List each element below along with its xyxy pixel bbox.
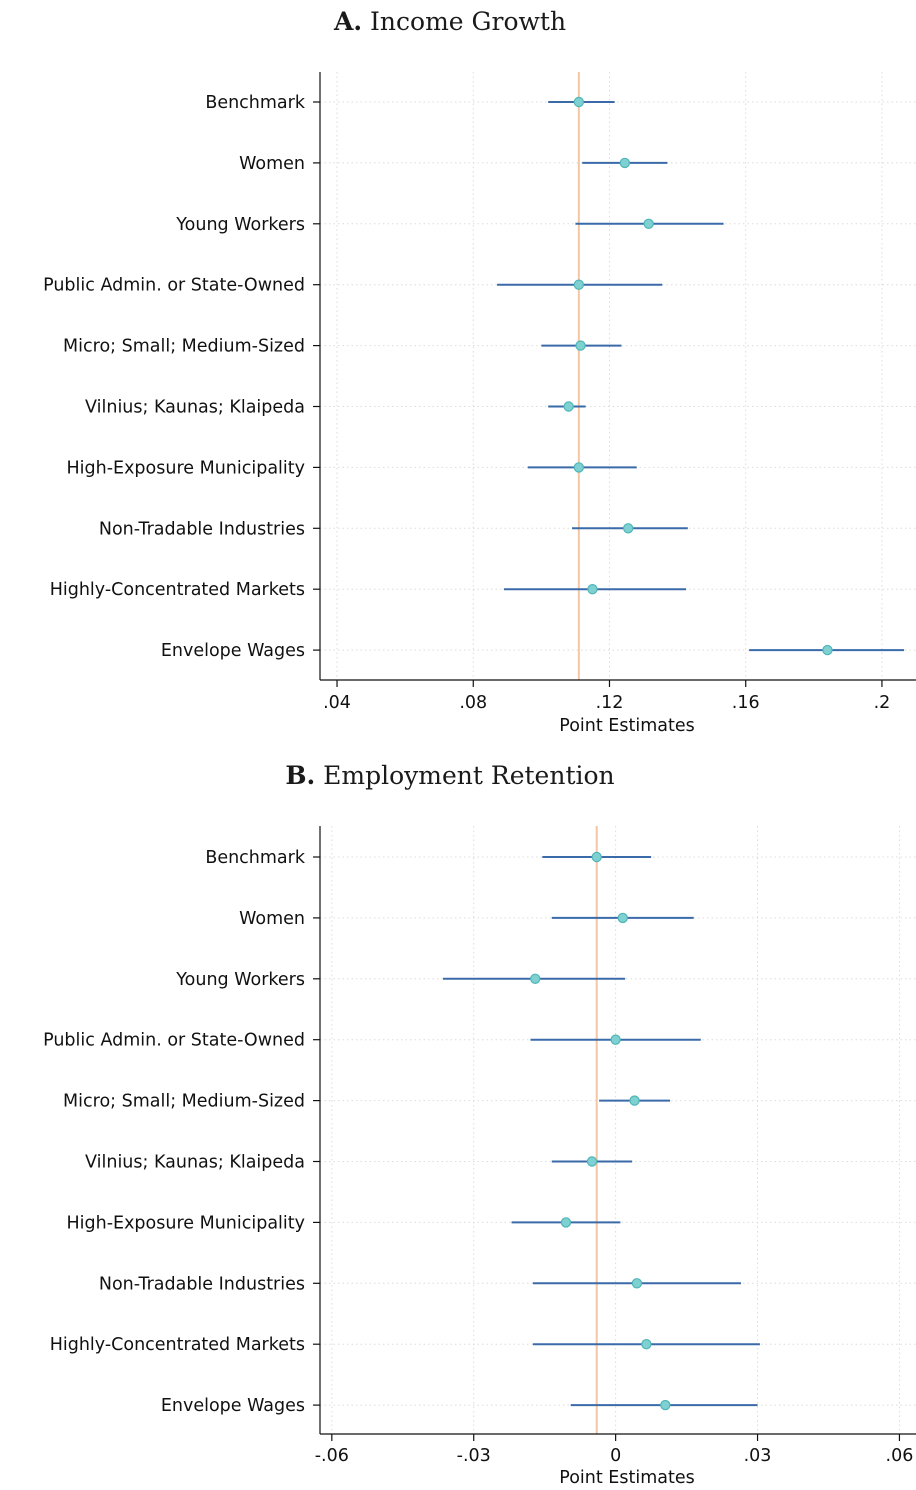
panel-title: Employment Retention bbox=[323, 761, 614, 790]
x-tick-label: 0 bbox=[610, 1446, 621, 1466]
point-estimate bbox=[822, 644, 833, 656]
category-label: Micro; Small; Medium-Sized bbox=[63, 337, 305, 357]
point-estimate bbox=[563, 401, 574, 412]
point-estimate bbox=[643, 218, 654, 229]
panel-title: Income Growth bbox=[370, 7, 566, 36]
x-tick-label: .08 bbox=[459, 693, 487, 713]
x-tick-label: .06 bbox=[886, 1446, 914, 1466]
point-estimate bbox=[619, 157, 631, 169]
category-label: Non-Tradable Industries bbox=[99, 519, 305, 539]
x-tick-label: .12 bbox=[596, 693, 624, 713]
x-tick-label: .2 bbox=[874, 693, 891, 713]
point-estimate bbox=[629, 1095, 640, 1106]
point-estimate bbox=[610, 1034, 621, 1045]
point-estimate bbox=[575, 340, 586, 351]
category-label: Micro; Small; Medium-Sized bbox=[63, 1092, 305, 1112]
panel-letter: A. bbox=[333, 7, 362, 36]
point-estimate bbox=[573, 279, 585, 290]
category-label: Women bbox=[239, 154, 305, 174]
point-estimate bbox=[641, 1338, 652, 1350]
point-estimate bbox=[587, 584, 598, 595]
chart-title: B. Employment Retention bbox=[285, 761, 614, 790]
category-label: Public Admin. or State-Owned bbox=[43, 276, 305, 296]
category-label: Highly-Concentrated Markets bbox=[50, 1335, 305, 1355]
point-estimate bbox=[560, 1217, 572, 1228]
x-tick-label: -.03 bbox=[457, 1446, 491, 1466]
category-label: Women bbox=[239, 909, 305, 929]
point-estimate bbox=[586, 1156, 598, 1167]
point-estimate bbox=[623, 523, 634, 534]
category-label: Vilnius; Kaunas; Klaipeda bbox=[85, 398, 305, 418]
chart-panel-a: A. Income Growth .04 .08 .12 .16 .2 Point Estim… bbox=[43, 7, 916, 736]
point-estimate bbox=[631, 1278, 643, 1289]
x-tick-label: .04 bbox=[323, 693, 351, 713]
point-estimate bbox=[591, 851, 602, 863]
chart-panel-b: B. Employment Retention -.06 -.03 0 .03 .06 Poi… bbox=[43, 761, 916, 1488]
category-label: Non-Tradable Industries bbox=[99, 1274, 305, 1294]
point-estimate bbox=[530, 973, 541, 985]
category-label: High-Exposure Municipality bbox=[66, 1213, 305, 1233]
category-label: Young Workers bbox=[175, 215, 305, 235]
category-label: Benchmark bbox=[205, 848, 306, 868]
x-axis-title: Point Estimates bbox=[559, 1468, 694, 1488]
category-label: Envelope Wages bbox=[161, 641, 305, 661]
category-label: Benchmark bbox=[205, 93, 306, 113]
x-tick-label: .16 bbox=[732, 693, 760, 713]
category-label: Envelope Wages bbox=[161, 1396, 305, 1416]
point-estimate bbox=[573, 462, 585, 473]
panel-letter: B. bbox=[285, 761, 315, 790]
point-estimate bbox=[660, 1399, 671, 1411]
point-estimate bbox=[617, 912, 628, 924]
x-axis-title: Point Estimates bbox=[559, 716, 694, 736]
x-tick-label: -.06 bbox=[315, 1446, 349, 1466]
x-tick-label: .03 bbox=[744, 1446, 772, 1466]
chart-title: A. Income Growth bbox=[333, 7, 566, 36]
category-label: Public Admin. or State-Owned bbox=[43, 1031, 305, 1051]
category-label: Vilnius; Kaunas; Klaipeda bbox=[85, 1153, 305, 1173]
category-label: High-Exposure Municipality bbox=[66, 458, 305, 478]
category-label: Young Workers bbox=[175, 970, 305, 990]
point-estimate bbox=[573, 96, 585, 108]
category-label: Highly-Concentrated Markets bbox=[50, 580, 305, 600]
